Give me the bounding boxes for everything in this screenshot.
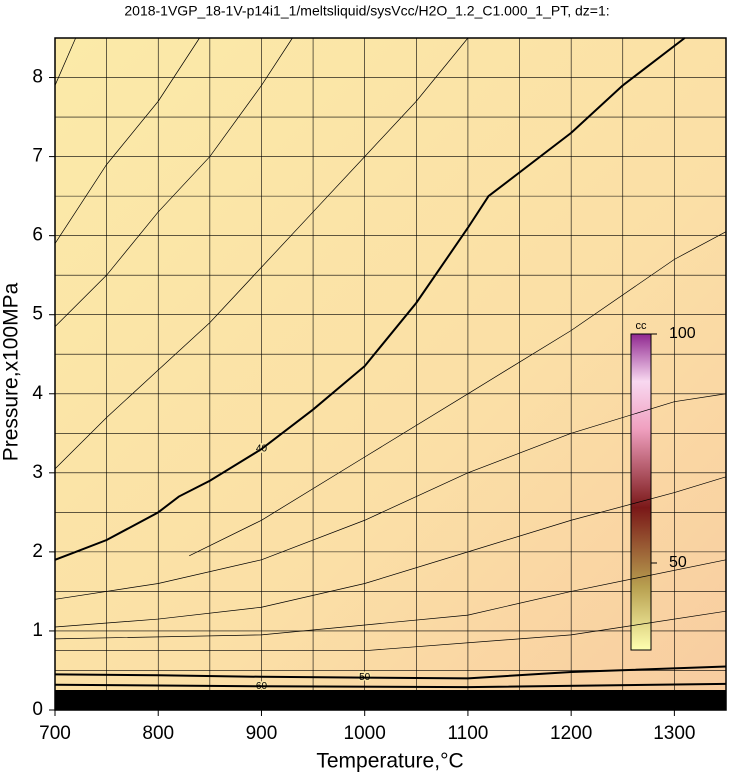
contour-line — [55, 610, 727, 652]
x-tick-label: 900 — [246, 723, 278, 744]
contour-line — [54, 37, 686, 561]
dense-contours — [55, 690, 726, 710]
y-tick-label: 7 — [32, 146, 43, 167]
chart-title: 2018-1VGP_18-1V-p14i1_1/meltsliquid/sysV… — [124, 3, 609, 19]
y-tick-label: 2 — [32, 541, 43, 562]
colorbar-tick-label: 100 — [669, 325, 696, 342]
contour-line — [54, 476, 727, 628]
x-tick-label: 1200 — [550, 723, 592, 744]
y-tick-label: 0 — [32, 699, 43, 720]
colorbar — [630, 333, 652, 651]
y-tick-label: 4 — [32, 383, 43, 404]
x-tick-label: 1300 — [653, 723, 695, 744]
y-tick-label: 5 — [32, 304, 43, 325]
colorbar-tick-label: 50 — [669, 554, 687, 571]
contour-line — [54, 393, 727, 600]
x-tick-label: 1100 — [447, 723, 488, 744]
contour-line — [54, 37, 200, 244]
y-tick-label: 1 — [32, 620, 43, 641]
x-tick-label: 800 — [142, 723, 174, 744]
contour-line — [189, 231, 727, 557]
y-tick-label: 6 — [32, 225, 43, 246]
plot-frame — [54, 37, 727, 711]
contour-line — [54, 665, 727, 680]
x-axis-label: Temperature,°C — [316, 750, 463, 773]
plot-background — [55, 38, 726, 710]
contour-line — [54, 37, 293, 327]
y-axis-label: Pressure,x100MPa — [0, 282, 23, 461]
x-tick-label: 700 — [39, 723, 71, 744]
colorbar-label: cc — [636, 320, 648, 332]
x-tick-label: 1000 — [344, 723, 386, 744]
contour-line — [54, 37, 469, 470]
contour-line — [54, 37, 76, 86]
contour-line — [54, 682, 727, 689]
y-tick-label: 8 — [32, 67, 43, 88]
y-tick-label: 3 — [32, 462, 43, 483]
contour-line — [54, 559, 727, 640]
